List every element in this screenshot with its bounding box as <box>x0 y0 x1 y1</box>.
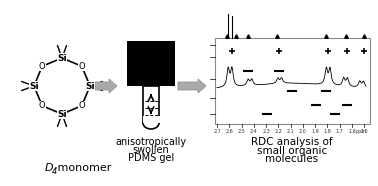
Text: Si: Si <box>29 81 39 91</box>
Text: molecules: molecules <box>265 154 319 164</box>
Text: 2.6: 2.6 <box>225 129 233 134</box>
Bar <box>143 116 160 123</box>
Text: RDC analysis of: RDC analysis of <box>251 137 333 147</box>
FancyArrow shape <box>95 79 117 93</box>
Text: 1.7: 1.7 <box>336 129 344 134</box>
Text: 2.3: 2.3 <box>262 129 270 134</box>
Text: O: O <box>39 62 45 71</box>
Text: swollen: swollen <box>133 145 169 155</box>
Text: 2.4: 2.4 <box>250 129 258 134</box>
Text: O: O <box>79 101 85 110</box>
Text: O: O <box>39 101 45 110</box>
Ellipse shape <box>143 117 159 129</box>
Bar <box>143 86 159 123</box>
Text: 4: 4 <box>51 166 57 176</box>
Text: 2.0: 2.0 <box>299 129 307 134</box>
Text: Si: Si <box>85 81 95 91</box>
Bar <box>127 41 175 86</box>
Text: 1.9: 1.9 <box>311 129 319 134</box>
Text: PDMS gel: PDMS gel <box>128 153 174 163</box>
Text: monomer: monomer <box>54 163 112 173</box>
Text: 1.6: 1.6 <box>348 129 356 134</box>
Text: 2.2: 2.2 <box>274 129 282 134</box>
Text: 2.1: 2.1 <box>287 129 294 134</box>
Bar <box>215 38 370 124</box>
FancyArrow shape <box>178 79 206 93</box>
Text: O: O <box>79 62 85 71</box>
Text: 1.5: 1.5 <box>360 129 368 134</box>
Text: Si: Si <box>57 54 67 62</box>
Text: Si: Si <box>57 110 67 118</box>
Text: small organic: small organic <box>257 145 327 155</box>
Text: D: D <box>45 163 54 173</box>
Text: anisotropically: anisotropically <box>115 137 187 147</box>
Text: 2.7: 2.7 <box>213 129 221 134</box>
Text: ppm: ppm <box>356 129 367 134</box>
Text: 2.5: 2.5 <box>238 129 245 134</box>
Text: 1.8: 1.8 <box>324 129 331 134</box>
